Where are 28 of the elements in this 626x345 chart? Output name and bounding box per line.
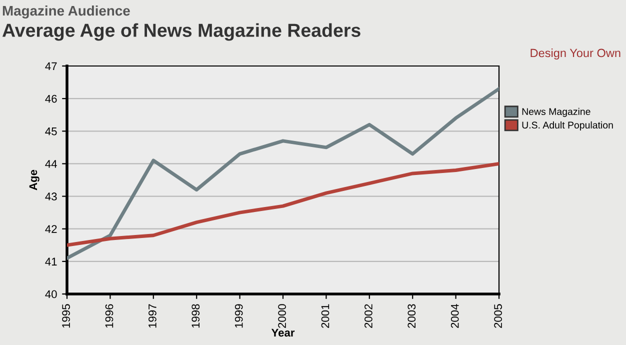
y-tick-label: 42 — [45, 225, 57, 233]
x-tick-label: 1998 — [192, 304, 200, 328]
x-tick-label: 2004 — [450, 304, 459, 328]
x-tick-label: 1999 — [234, 304, 243, 328]
y-tick-label: 41 — [45, 258, 57, 266]
y-tick-label: 40 — [45, 290, 57, 298]
chart-subtitle: Magazine Audience — [2, 5, 130, 19]
y-tick-label: 45 — [45, 128, 57, 136]
text: Design Your Own — [530, 48, 620, 60]
x-tick-label: 2001 — [321, 304, 330, 328]
x-tick-label: 2002 — [364, 304, 372, 328]
line-series — [67, 162, 499, 247]
y-tick-label: 43 — [45, 192, 57, 200]
x-tick-label: 1995 — [62, 304, 70, 328]
x-tick-label: 2005 — [494, 304, 502, 328]
y-axis-title: Age — [29, 170, 40, 190]
x-tick-label: 2000 — [278, 304, 286, 328]
legend-label: U.S. Adult Population — [522, 121, 613, 130]
x-tick-label: 1997 — [148, 304, 156, 328]
x-tick-label: 2003 — [408, 304, 416, 328]
x-tick-label: 1996 — [105, 304, 114, 328]
y-tick-label: 44 — [45, 160, 57, 168]
legend-label: News Magazine — [522, 108, 590, 117]
y-tick-label: 46 — [45, 94, 57, 103]
x-axis-title: Year — [271, 328, 295, 337]
line-series — [67, 87, 499, 260]
chart-title: Average Age of News Magazine Readers — [2, 23, 360, 41]
y-tick-label: 47 — [45, 62, 57, 70]
